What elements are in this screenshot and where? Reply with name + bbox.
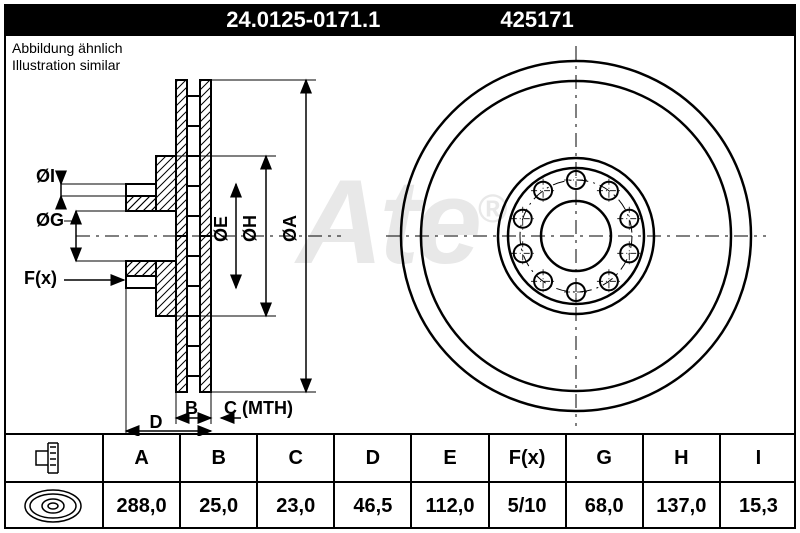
icon-column: [4, 435, 104, 529]
diagram-area: Ate®: [6, 36, 794, 436]
value-I: 15,3: [721, 483, 796, 529]
col-I: I15,3: [721, 435, 796, 529]
value-Fx: 5/10: [490, 483, 565, 529]
label-diaA: ØA: [280, 215, 300, 242]
value-H: 137,0: [644, 483, 719, 529]
col-E: E112,0: [412, 435, 489, 529]
header-Fx: F(x): [490, 435, 565, 483]
part-number-long: 24.0125-0171.1: [226, 7, 380, 33]
part-number-short: 425171: [500, 7, 573, 33]
label-diaG: ØG: [36, 210, 64, 230]
header-B: B: [181, 435, 256, 483]
value-B: 25,0: [181, 483, 256, 529]
col-H: H137,0: [644, 435, 721, 529]
data-columns: A288,0B25,0C23,0D46,5E112,0F(x)5/10G68,0…: [104, 435, 796, 529]
thumb-side-icon: [4, 435, 102, 483]
header-bar: 24.0125-0171.1 425171: [4, 4, 796, 36]
thumb-front-icon: [4, 483, 102, 529]
value-D: 46,5: [335, 483, 410, 529]
value-C: 23,0: [258, 483, 333, 529]
value-G: 68,0: [567, 483, 642, 529]
col-Fx: F(x)5/10: [490, 435, 567, 529]
spec-table: A288,0B25,0C23,0D46,5E112,0F(x)5/10G68,0…: [4, 433, 796, 529]
label-B: B: [185, 398, 198, 418]
label-Fx: F(x): [24, 268, 57, 288]
value-E: 112,0: [412, 483, 487, 529]
col-A: A288,0: [104, 435, 181, 529]
label-diaE: ØE: [211, 216, 231, 242]
header-H: H: [644, 435, 719, 483]
label-C: C (MTH): [224, 398, 293, 418]
col-B: B25,0: [181, 435, 258, 529]
col-D: D46,5: [335, 435, 412, 529]
col-C: C23,0: [258, 435, 335, 529]
side-section-view: ØA ØH ØE ØG ØI F(x) B D: [6, 36, 346, 436]
col-G: G68,0: [567, 435, 644, 529]
front-face-view: [376, 36, 776, 436]
label-diaH: ØH: [240, 215, 260, 242]
value-A: 288,0: [104, 483, 179, 529]
header-E: E: [412, 435, 487, 483]
label-diaI: ØI: [36, 166, 55, 186]
header-C: C: [258, 435, 333, 483]
header-G: G: [567, 435, 642, 483]
header-I: I: [721, 435, 796, 483]
label-D: D: [150, 412, 163, 432]
header-A: A: [104, 435, 179, 483]
header-D: D: [335, 435, 410, 483]
